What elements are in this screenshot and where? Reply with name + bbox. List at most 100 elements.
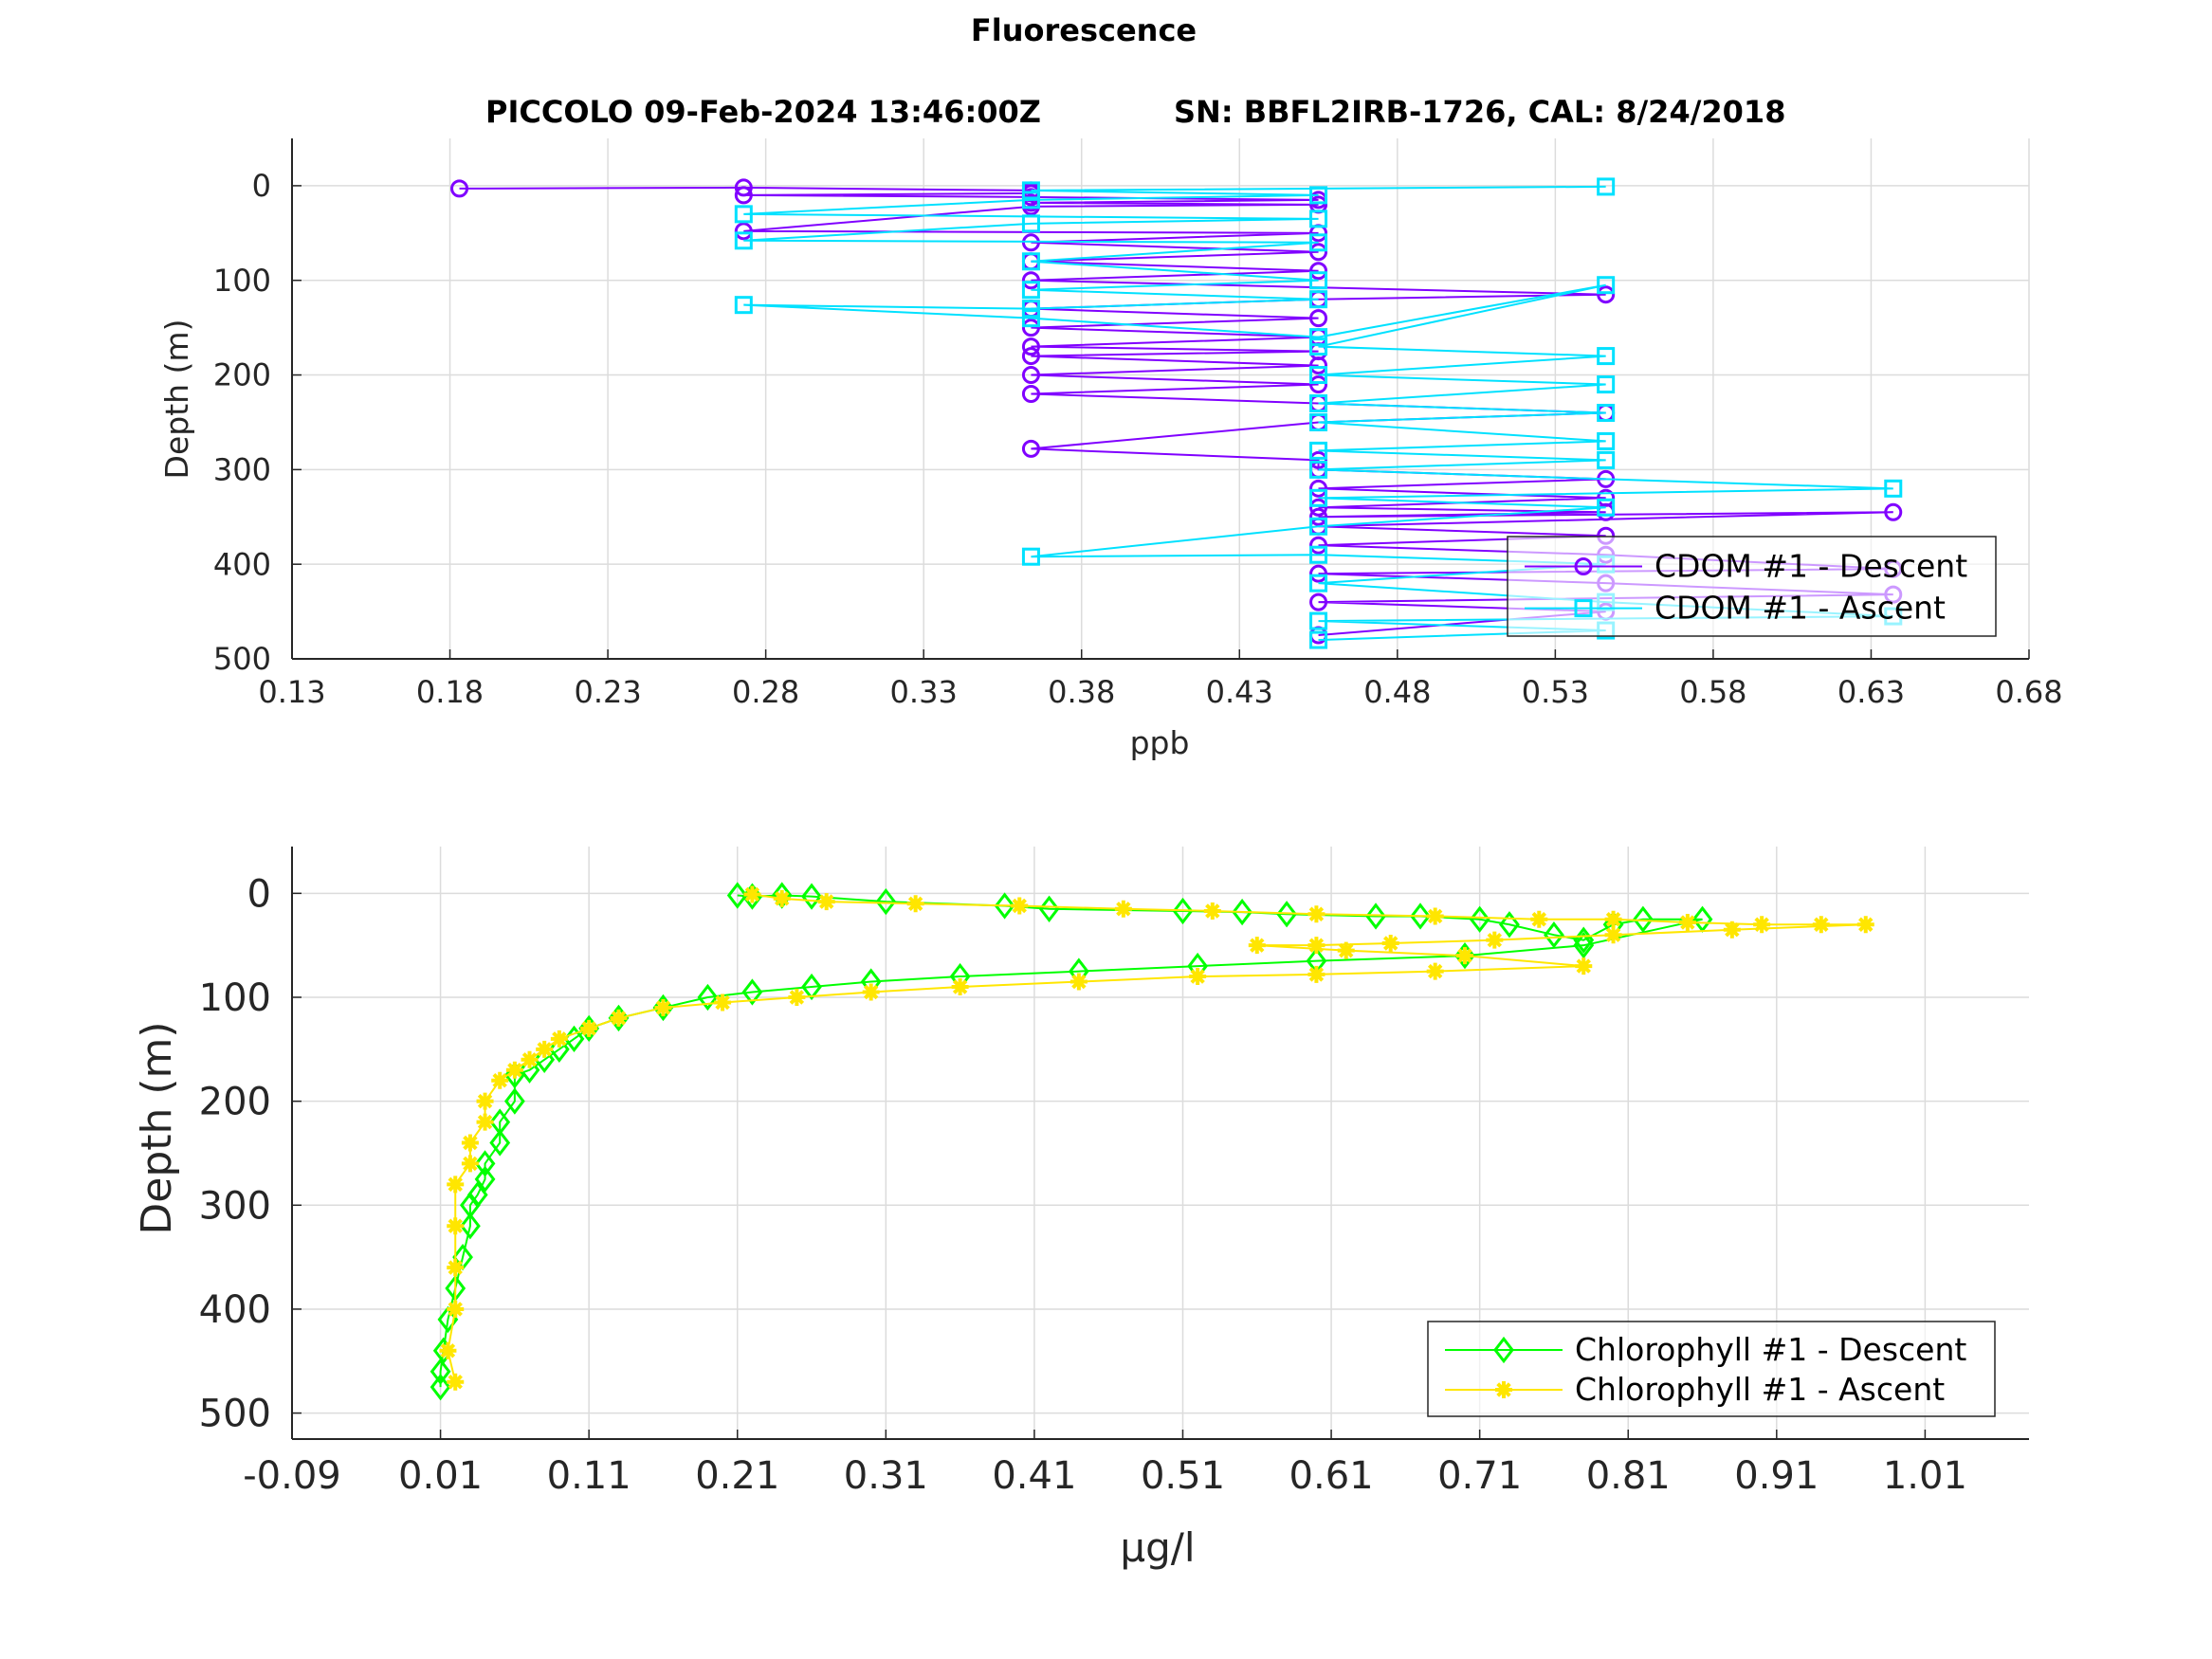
chlorophyll-data-point — [1455, 947, 1473, 965]
cdom-legend: CDOM #1 - Descent CDOM #1 - Ascent — [1507, 536, 1997, 637]
cdom-data-point — [734, 205, 753, 224]
chlorophyll-data-point — [1723, 921, 1741, 939]
marker-diamond — [430, 1358, 451, 1385]
marker-circle — [1021, 271, 1040, 290]
chlorophyll-data-point — [447, 1259, 465, 1277]
cdom-legend-swatch-marker — [1574, 557, 1593, 575]
marker-square — [1309, 233, 1328, 252]
marker-diamond — [430, 1374, 451, 1401]
marker-circle — [1021, 319, 1040, 337]
cdom-y-tick-label: 300 — [213, 452, 271, 488]
cdom-data-point — [1021, 300, 1040, 319]
cdom-data-point — [1309, 479, 1328, 498]
marker-circle — [1309, 450, 1328, 469]
marker-square — [1021, 547, 1040, 566]
cdom-data-point — [1309, 210, 1328, 228]
marker-square — [1021, 214, 1040, 233]
cdom-data-point — [1309, 574, 1328, 592]
chlorophyll-x-tick-label: 0.91 — [1734, 1454, 1819, 1498]
cdom-data-point — [1309, 412, 1328, 431]
chlorophyll-grid — [291, 847, 2029, 1439]
chlorophyll-data-point — [534, 1046, 556, 1073]
marker-asterisk — [491, 1071, 509, 1089]
marker-asterisk — [580, 1019, 598, 1037]
marker-asterisk — [610, 1009, 628, 1027]
marker-asterisk — [1203, 902, 1221, 920]
chlorophyll-data-point — [1604, 910, 1622, 928]
cdom-x-tick-label: 0.28 — [732, 674, 799, 710]
cdom-data-point — [1309, 460, 1328, 479]
chlorophyll-data-point — [1856, 916, 1874, 934]
marker-square — [1597, 498, 1616, 517]
marker-circle — [1309, 262, 1328, 281]
cdom-data-point — [1884, 502, 1903, 521]
cdom-data-point — [1309, 488, 1328, 507]
cdom-data-point — [1309, 309, 1328, 328]
cdom-y-tick-label: 400 — [213, 546, 271, 582]
marker-square — [1021, 281, 1040, 300]
figure-title: Fluorescence — [971, 12, 1197, 48]
marker-asterisk — [951, 978, 969, 996]
chlorophyll-data-point — [1753, 916, 1771, 934]
chlorophyll-data-point — [461, 1155, 479, 1173]
marker-asterisk — [714, 994, 732, 1012]
marker-asterisk — [1426, 907, 1444, 925]
cdom-y-tick-label: 200 — [213, 357, 271, 393]
marker-asterisk — [1248, 937, 1266, 955]
chlorophyll-data-point — [580, 1019, 598, 1037]
marker-circle — [1309, 536, 1328, 555]
chlorophyll-data-point — [862, 983, 880, 1001]
cdom-data-point — [1021, 181, 1040, 200]
chlorophyll-data-point — [697, 983, 719, 1012]
cdom-data-point — [1309, 441, 1328, 460]
cdom-y-axis-label: Depth (m) — [158, 319, 195, 480]
chlorophyll-data-point — [519, 1056, 540, 1084]
chlorophyll-data-point — [801, 883, 822, 910]
marker-diamond — [1632, 905, 1654, 933]
marker-asterisk — [1678, 914, 1696, 932]
cdom-data-point — [1021, 319, 1040, 337]
chlorophyll-data-point — [714, 994, 732, 1012]
cdom-data-point — [1309, 290, 1328, 309]
marker-square — [1309, 366, 1328, 385]
marker-diamond — [534, 1046, 556, 1073]
cdom-data-point — [1309, 233, 1328, 252]
cdom-data-point — [1309, 262, 1328, 281]
marker-square — [1309, 460, 1328, 479]
marker-asterisk — [447, 1259, 465, 1277]
chlorophyll-data-point — [1307, 937, 1325, 955]
cdom-data-point — [1597, 450, 1616, 469]
cdom-data-point — [1597, 276, 1616, 295]
chlorophyll-data-point — [1530, 910, 1548, 928]
marker-diamond — [994, 892, 1015, 920]
marker-square — [1309, 186, 1328, 205]
chlorophyll-data-point — [1469, 905, 1490, 933]
marker-diamond — [519, 1056, 540, 1084]
cdom-data-point — [734, 222, 753, 241]
marker-diamond — [875, 887, 897, 916]
chlorophyll-data-point — [1203, 902, 1221, 920]
chlorophyll-data-point — [1232, 898, 1253, 926]
cdom-legend-item: CDOM #1 - Ascent — [1525, 590, 1946, 627]
marker-diamond — [801, 973, 822, 1001]
chlorophyll-data-point — [1426, 907, 1444, 925]
chlorophyll-data-point — [474, 1165, 496, 1194]
chlorophyll-data-point — [951, 978, 969, 996]
chlorophyll-data-point — [476, 1113, 494, 1131]
chlorophyll-data-point — [801, 973, 822, 1001]
marker-asterisk — [447, 1373, 465, 1391]
marker-diamond — [1232, 898, 1253, 926]
cdom-data-point — [1309, 517, 1328, 536]
cdom-data-point — [1309, 186, 1328, 205]
chlorophyll-data-point — [906, 895, 924, 913]
marker-square — [1597, 347, 1616, 366]
chlorophyll-data-point — [489, 1129, 511, 1157]
chlorophyll-x-tick-label: 0.41 — [992, 1454, 1076, 1498]
chlorophyll-x-tick-label: 0.31 — [844, 1454, 928, 1498]
chlorophyll-data-point — [505, 1061, 523, 1079]
marker-asterisk — [1753, 916, 1771, 934]
cdom-data-point — [1021, 366, 1040, 385]
chlorophyll-data-point — [1632, 905, 1654, 933]
